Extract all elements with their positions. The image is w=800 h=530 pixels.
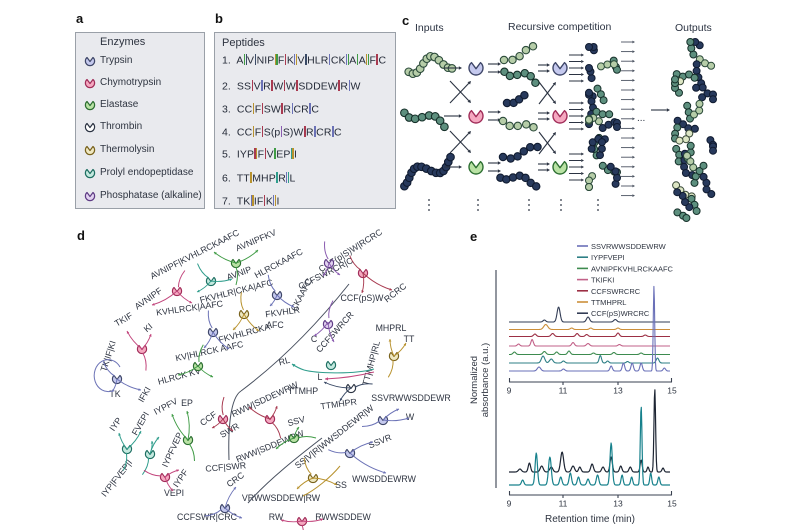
svg-text:RL: RL	[277, 355, 291, 368]
svg-text:RCRC: RCRC	[382, 280, 409, 304]
svg-text:13: 13	[613, 499, 623, 509]
svg-text:15: 15	[667, 499, 677, 509]
svg-text:absorbance (a.u.): absorbance (a.u.)	[480, 343, 491, 417]
svg-text:KV|HLRCK AAFC: KV|HLRCK AAFC	[174, 339, 244, 363]
svg-text:L: L	[318, 372, 323, 382]
svg-text:Outputs: Outputs	[675, 22, 712, 34]
svg-text:FKVHLR: FKVHLR	[265, 305, 301, 320]
svg-text:FKVHLRCKA: FKVHLRCKA	[217, 321, 271, 344]
svg-text:CCF: CCF	[198, 409, 219, 428]
svg-text:e: e	[470, 229, 477, 244]
svg-text:AVNIPFKVHLRCKAAFC: AVNIPFKVHLRCKAAFC	[591, 264, 674, 273]
svg-text:KI: KI	[142, 321, 155, 334]
svg-text:d: d	[77, 228, 85, 243]
svg-text:MHPRL: MHPRL	[376, 323, 407, 333]
svg-text:11: 11	[559, 386, 568, 396]
svg-text:SSV: SSV	[286, 414, 306, 428]
svg-text:IYP: IYP	[107, 415, 123, 432]
svg-text:IYPFVEP: IYPFVEP	[160, 431, 185, 469]
svg-text:9: 9	[507, 499, 512, 509]
svg-text:C: C	[311, 334, 318, 344]
svg-text:Retention time (min): Retention time (min)	[545, 514, 635, 525]
svg-text:IYP|FVEP|I: IYP|FVEP|I	[99, 458, 134, 499]
svg-text:CCF|SWR: CCF|SWR	[205, 460, 247, 474]
svg-text:SS: SS	[335, 480, 347, 490]
svg-text:CCF(pS)W: CCF(pS)W	[340, 293, 384, 303]
svg-text:Recursive competition: Recursive competition	[508, 21, 611, 33]
svg-text:SSVR: SSVR	[367, 432, 393, 450]
svg-text:Inputs: Inputs	[415, 22, 444, 34]
svg-text:15: 15	[667, 386, 677, 396]
svg-text:CCFSWR|CRC: CCFSWR|CRC	[177, 512, 238, 522]
svg-text:SSVRWWSDDEWR: SSVRWWSDDEWR	[371, 393, 451, 403]
svg-text:RW: RW	[269, 512, 284, 522]
svg-text:VEPI: VEPI	[164, 488, 184, 498]
svg-text:W: W	[406, 412, 415, 422]
svg-text:TK|IF|KI: TK|IF|KI	[98, 339, 117, 372]
svg-text:AFC: AFC	[266, 320, 284, 330]
svg-text:VRWWSDDEW|RW: VRWWSDDEW|RW	[242, 493, 321, 503]
svg-text:RWWSDDEW: RWWSDDEW	[315, 512, 371, 522]
svg-text:CCF(pS)WRCRC: CCF(pS)WRCRC	[591, 309, 650, 318]
svg-text:TT: TT	[404, 334, 415, 344]
svg-text:CRC: CRC	[225, 470, 247, 489]
svg-text:IFKI: IFKI	[136, 385, 153, 404]
svg-text:SSVRWWSDDEWRW: SSVRWWSDDEWRW	[591, 242, 667, 251]
svg-text:TK: TK	[109, 389, 120, 399]
svg-text:TT|MHP|RL: TT|MHP|RL	[360, 340, 382, 387]
svg-text:RWW|SDDEWRW: RWW|SDDEWRW	[230, 379, 300, 419]
svg-text:IYPFVEPI: IYPFVEPI	[591, 253, 625, 262]
svg-text:TKIFKI: TKIFKI	[591, 276, 614, 285]
svg-text:c: c	[402, 13, 409, 28]
svg-text:9: 9	[507, 386, 512, 396]
svg-text:CCFSWRCRC: CCFSWRCRC	[591, 287, 641, 296]
svg-text:IYPF: IYPF	[171, 467, 191, 489]
svg-text:HLRCKAAFC: HLRCKAAFC	[253, 246, 305, 280]
svg-text:AVNIPFKV: AVNIPFKV	[234, 227, 277, 253]
svg-text:Normalized: Normalized	[469, 356, 480, 404]
svg-text:IYPFV: IYPFV	[152, 396, 179, 417]
svg-text:WWSDDEWRW: WWSDDEWRW	[352, 474, 417, 484]
svg-text:TTMHPRL: TTMHPRL	[591, 298, 626, 307]
svg-text:...: ...	[637, 113, 645, 124]
svg-text:13: 13	[613, 386, 623, 396]
svg-text:TTMHPR: TTMHPR	[320, 397, 358, 412]
svg-text:11: 11	[559, 499, 568, 509]
svg-text:TTMHP: TTMHP	[288, 386, 318, 396]
svg-text:TKIF: TKIF	[113, 310, 135, 329]
svg-text:EP: EP	[181, 398, 193, 408]
